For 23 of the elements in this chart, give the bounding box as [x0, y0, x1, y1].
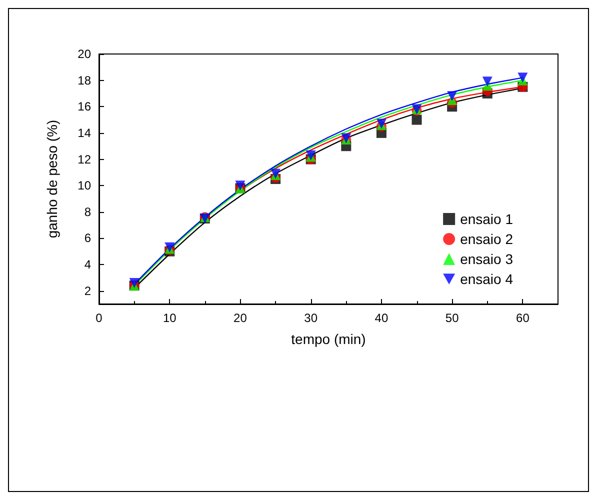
legend-label: ensaio 3 — [460, 251, 514, 267]
y-tick-label: 18 — [78, 73, 92, 88]
y-tick-label: 6 — [84, 231, 92, 246]
y-tick-label: 20 — [78, 47, 92, 61]
y-tick-label: 10 — [78, 178, 92, 193]
y-axis-title: ganho de peso (%) — [44, 120, 60, 238]
x-tick-label: 60 — [516, 311, 530, 325]
x-tick-label: 30 — [304, 311, 318, 325]
y-tick-label: 12 — [78, 152, 92, 166]
y-tick-label: 4 — [84, 258, 92, 272]
x-tick-label: 40 — [374, 311, 388, 325]
x-tick-label: 10 — [162, 311, 177, 325]
y-tick-label: 8 — [84, 204, 92, 219]
x-tick-label: 0 — [96, 311, 103, 325]
y-tick-label: 16 — [78, 100, 92, 114]
x-tick-label: 50 — [445, 311, 460, 325]
legend-label: ensaio 1 — [460, 211, 514, 227]
y-tick-label: 14 — [78, 126, 92, 140]
legend-label: ensaio 2 — [460, 231, 514, 247]
x-tick-label: 20 — [234, 311, 248, 325]
legend-label: ensaio 4 — [460, 271, 514, 287]
y-tick-label: 2 — [84, 284, 92, 298]
x-axis-title: tempo (min) — [291, 331, 366, 347]
